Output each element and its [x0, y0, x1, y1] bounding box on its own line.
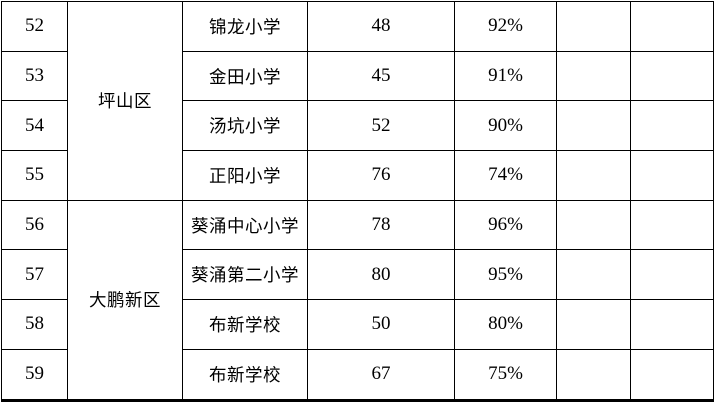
empty-cell [630, 1, 714, 52]
table-row: 57 葵涌第二小学 80 95% [1, 249, 714, 301]
empty-cell [556, 249, 631, 301]
count-cell: 67 [307, 348, 455, 401]
table-row: 59 布新学校 67 75% [1, 348, 714, 401]
percent-cell: 74% [454, 150, 557, 201]
school-cell: 葵涌第二小学 [182, 249, 308, 301]
school-cell: 金田小学 [182, 50, 308, 102]
district-cell: 坪山区 [67, 1, 183, 201]
empty-cell [556, 50, 631, 102]
school-cell: 葵涌中心小学 [182, 199, 308, 251]
empty-cell [556, 1, 631, 52]
table-row: 56 大鹏新区 葵涌中心小学 78 96% [1, 199, 714, 401]
row-number-cell: 55 [1, 150, 68, 201]
empty-cell [556, 199, 631, 251]
empty-cell [556, 100, 631, 152]
empty-cell [630, 50, 714, 102]
row-number-cell: 59 [1, 348, 68, 401]
school-cell: 布新学校 [182, 299, 308, 350]
empty-cell [630, 150, 714, 201]
table-row: 54 汤坑小学 52 90% [1, 100, 714, 152]
empty-cell [630, 249, 714, 301]
empty-cell [630, 199, 714, 251]
count-cell: 45 [307, 50, 455, 102]
count-cell: 48 [307, 1, 455, 52]
percent-cell: 96% [454, 199, 557, 251]
row-number-cell: 52 [1, 1, 68, 52]
percent-cell: 80% [454, 299, 557, 350]
count-cell: 50 [307, 299, 455, 350]
school-cell: 布新学校 [182, 348, 308, 401]
district-cell: 大鹏新区 [67, 199, 183, 401]
count-cell: 80 [307, 249, 455, 301]
row-number-cell: 57 [1, 249, 68, 301]
count-cell: 52 [307, 100, 455, 152]
empty-cell [630, 299, 714, 350]
table-row: 52 坪山区 锦龙小学 48 92% [1, 1, 714, 201]
row-number-cell: 56 [1, 199, 68, 251]
row-number-cell: 58 [1, 299, 68, 350]
empty-cell [630, 348, 714, 401]
row-number-cell: 54 [1, 100, 68, 152]
table-row: 55 正阳小学 76 74% [1, 150, 714, 201]
school-cell: 汤坑小学 [182, 100, 308, 152]
count-cell: 78 [307, 199, 455, 251]
percent-cell: 90% [454, 100, 557, 152]
percent-cell: 75% [454, 348, 557, 401]
school-cell: 正阳小学 [182, 150, 308, 201]
empty-cell [630, 100, 714, 152]
count-cell: 76 [307, 150, 455, 201]
percent-cell: 95% [454, 249, 557, 301]
school-cell: 锦龙小学 [182, 1, 308, 52]
empty-cell [556, 299, 631, 350]
table-row: 53 金田小学 45 91% [1, 50, 714, 102]
row-number-cell: 53 [1, 50, 68, 102]
percent-cell: 92% [454, 1, 557, 52]
empty-cell [556, 150, 631, 201]
percent-cell: 91% [454, 50, 557, 102]
empty-cell [556, 348, 631, 401]
